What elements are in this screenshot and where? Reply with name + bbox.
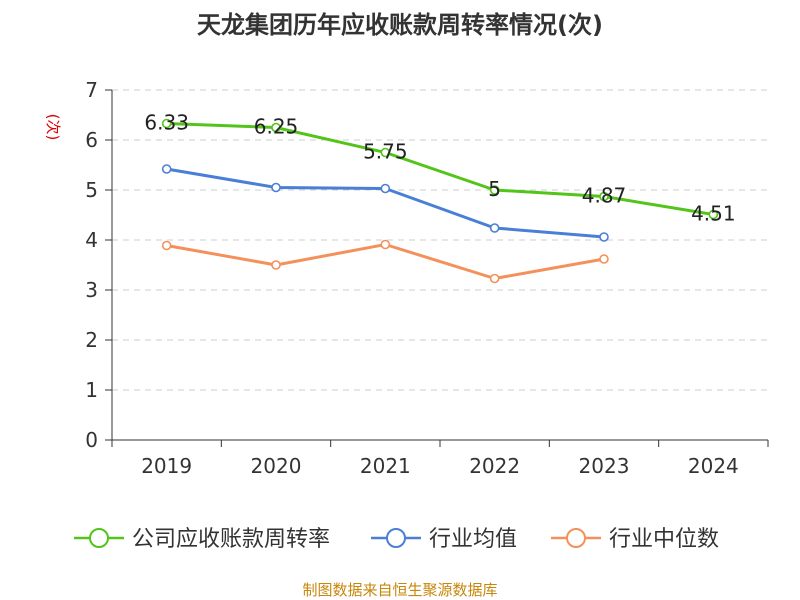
- data-label-2024: 4.51: [691, 202, 736, 226]
- y-tick-label-4: 4: [85, 228, 98, 252]
- x-tick-label-2022: 2022: [469, 454, 520, 478]
- y-tick-label-3: 3: [85, 278, 98, 302]
- data-label-2023: 4.87: [582, 184, 627, 208]
- y-tick-label-7: 7: [85, 78, 98, 102]
- data-point-2-2023: [599, 232, 609, 242]
- data-label-2022: 5: [488, 177, 501, 201]
- source-note: 制图数据来自恒生聚源数据库: [302, 581, 497, 599]
- data-point-3-2020: [271, 260, 281, 270]
- data-point-3-2022: [489, 273, 500, 284]
- data-point-2-2022: [489, 223, 500, 233]
- y-tick-label-5: 5: [85, 178, 98, 202]
- y-tick-label-6: 6: [85, 128, 98, 152]
- y-axis-label: (次): [44, 114, 62, 141]
- data-point-1-2023: [599, 191, 609, 202]
- series-line-1: [166, 122, 714, 216]
- data-point-2-2019: [161, 164, 172, 174]
- data-point-1-2021: [380, 147, 391, 158]
- data-point-1-2024: [708, 209, 719, 220]
- legend-label-3: 行业中位数: [609, 527, 719, 552]
- data-labels: 6.33 6.25 5.75 5 4.87 4.51: [144, 111, 735, 226]
- x-tick-label-2020: 2020: [251, 454, 302, 478]
- data-point-3-2023: [599, 254, 609, 264]
- data-point-3-2021: [380, 239, 391, 250]
- chart-title: 天龙集团历年应收账款周转率情况(次): [197, 11, 603, 39]
- legend[interactable]: 公司应收账款周转率 行业均值 行业中位数: [74, 527, 719, 552]
- x-tick-label-2021: 2021: [360, 454, 411, 478]
- data-point-2-2021: [380, 183, 391, 194]
- legend-marker-3: [566, 528, 586, 548]
- legend-marker-2: [386, 528, 406, 548]
- series-line-3: [166, 243, 605, 280]
- axes: 0 1 2 3 4 5 6 7 2019 2020 2021 2022 2023 2024: [85, 78, 769, 478]
- y-tick-label-0: 0: [85, 428, 98, 452]
- legend-item-1[interactable]: 公司应收账款周转率: [74, 527, 330, 552]
- legend-label-1: 公司应收账款周转率: [132, 527, 330, 552]
- data-point-1-2022: [489, 185, 500, 195]
- series-group: [161, 118, 719, 284]
- series-line-2: [166, 167, 605, 239]
- data-label-2021: 5.75: [363, 140, 408, 164]
- y-tick-label-1: 1: [85, 378, 98, 402]
- data-point-3-2019: [161, 240, 172, 251]
- data-label-2019: 6.33: [144, 111, 189, 135]
- data-point-2-2020: [271, 182, 281, 193]
- gridlines: [112, 89, 768, 391]
- y-tick-label-2: 2: [85, 328, 98, 352]
- x-tick-label-2024: 2024: [688, 454, 739, 478]
- x-tick-label-2019: 2019: [141, 454, 192, 478]
- legend-label-2: 行业均值: [429, 527, 517, 552]
- data-point-1-2020: [271, 122, 281, 133]
- legend-item-2[interactable]: 行业均值: [371, 527, 517, 552]
- legend-item-3[interactable]: 行业中位数: [551, 527, 719, 552]
- data-label-2020: 6.25: [254, 115, 299, 139]
- data-point-1-2019: [161, 118, 172, 129]
- legend-marker-1: [89, 528, 109, 548]
- x-tick-label-2023: 2023: [579, 454, 630, 478]
